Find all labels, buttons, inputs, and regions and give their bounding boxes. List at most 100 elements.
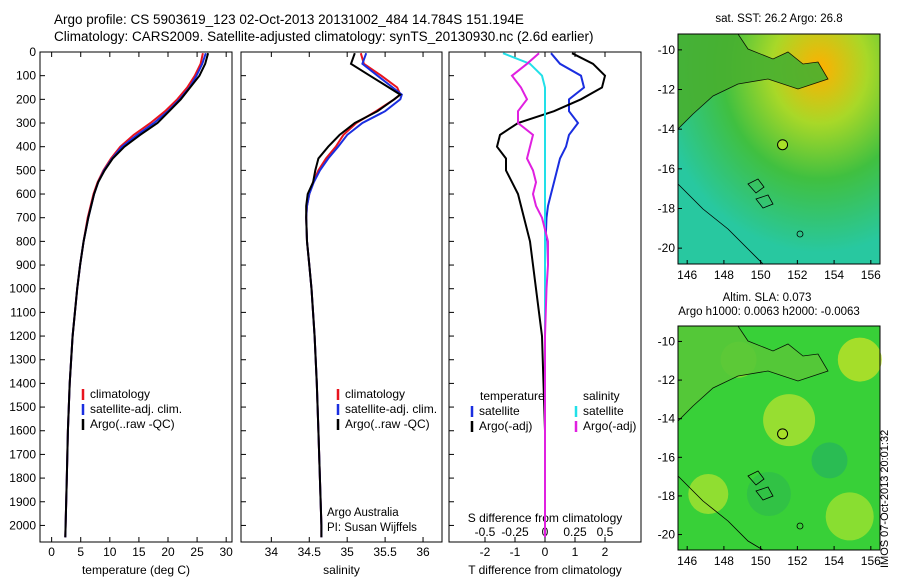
x-tick-label: 1 xyxy=(572,545,579,559)
x-tick-label: 35.5 xyxy=(373,545,397,559)
legend-label: satellite-adj. clim. xyxy=(345,402,437,416)
legend-label: climatology xyxy=(345,387,405,401)
series-line-s-satellite xyxy=(502,52,546,538)
x-tick-label: 5 xyxy=(77,545,84,559)
y-tick-label: 1000 xyxy=(9,282,36,296)
series-line-satellite-adj-clim- xyxy=(64,52,207,538)
y-tick-label: 1400 xyxy=(9,376,36,390)
argo-australia-label: Argo Australia xyxy=(327,507,399,519)
panel-frame-salinity xyxy=(240,51,443,543)
map-x-tick-label: 152 xyxy=(787,268,807,282)
legend-label: Argo(..raw -QC) xyxy=(345,417,430,431)
pi-label: PI: Susan Wijffels xyxy=(327,522,417,534)
reef-contour xyxy=(677,183,764,265)
map-x-tick-label: 146 xyxy=(677,268,697,282)
map-x-tick-label: 152 xyxy=(787,554,807,568)
reef-outline xyxy=(747,178,774,209)
series-line-argo-raw-qc- xyxy=(305,52,403,538)
y-tick-label: 2000 xyxy=(9,518,36,532)
map-x-tick-label: 154 xyxy=(824,268,844,282)
x-tick-label: 35 xyxy=(341,545,355,559)
map-x-tick-label: 154 xyxy=(824,554,844,568)
x-tick-label: 10 xyxy=(103,545,117,559)
map-y-tick-label: -14 xyxy=(658,412,676,426)
series-line-t-satellite xyxy=(544,52,586,538)
s-tick-label: 0.5 xyxy=(597,525,614,539)
x-tick-label: 2 xyxy=(602,545,609,559)
series-line-climatology xyxy=(64,52,204,538)
map-y-tick-label: -10 xyxy=(658,334,676,348)
y-tick-label: 700 xyxy=(16,211,36,225)
s-tick-label: -0.25 xyxy=(501,525,529,539)
panel-frame-temperature xyxy=(39,51,233,543)
x-axis-label-salinity: salinity xyxy=(323,563,360,577)
series-line-t-argo-adj- xyxy=(495,52,607,538)
x-axis-label-difference: T difference from climatology xyxy=(468,563,622,577)
legend-header-salinity: salinity xyxy=(583,389,620,403)
sla-anomaly-blob xyxy=(746,472,791,516)
map-x-tick-label: 148 xyxy=(714,554,734,568)
legend-label: satellite xyxy=(583,404,624,418)
series-line-s-argo-adj- xyxy=(510,52,549,538)
reef-islet xyxy=(796,522,804,530)
reef-outline xyxy=(747,470,774,501)
y-tick-label: 400 xyxy=(16,140,36,154)
map-y-tick-label: -10 xyxy=(658,43,676,57)
x-tick-label: 36 xyxy=(416,545,430,559)
series-line-argo-raw-qc- xyxy=(64,52,210,538)
map-x-tick-label: 156 xyxy=(861,268,881,282)
imos-stamp: IMOS 07-Oct-2013 20:01:32 xyxy=(879,430,891,568)
legend-header-temperature: temperature xyxy=(480,389,545,403)
map-frame-sst_map xyxy=(677,33,881,265)
map-y-tick-label: -20 xyxy=(658,241,676,255)
y-tick-label: 1300 xyxy=(9,353,36,367)
map-subtitle-sla_map: Argo h1000: 0.0063 h2000: -0.0063 xyxy=(678,306,860,318)
map-title-sst_map: sat. SST: 26.2 Argo: 26.8 xyxy=(715,13,842,25)
map-x-tick-label: 150 xyxy=(751,268,771,282)
y-tick-label: 1800 xyxy=(9,471,36,485)
argo-float-marker xyxy=(777,139,789,151)
sla-anomaly-blob xyxy=(825,492,874,541)
sla-anomaly-blob xyxy=(688,474,729,514)
y-tick-label: 1200 xyxy=(9,329,36,343)
sla-anomaly-blob xyxy=(837,337,882,382)
x-axis-label-temperature: temperature (deg C) xyxy=(82,563,190,577)
title-line1: Argo profile: CS 5903619_123 02-Oct-2013… xyxy=(54,12,524,27)
map-y-tick-label: -18 xyxy=(658,201,676,215)
y-tick-label: 1900 xyxy=(9,495,36,509)
legend-label: Argo(..raw -QC) xyxy=(90,417,175,431)
y-tick-label: 1700 xyxy=(9,447,36,461)
y-tick-label: 300 xyxy=(16,116,36,130)
y-tick-label: 600 xyxy=(16,187,36,201)
argo-float-marker xyxy=(777,428,789,440)
map-x-tick-label: 150 xyxy=(751,554,771,568)
y-tick-label: 500 xyxy=(16,163,36,177)
y-tick-label: 800 xyxy=(16,234,36,248)
map-y-tick-label: -12 xyxy=(658,373,676,387)
s-tick-label: -0.5 xyxy=(475,525,496,539)
coastline xyxy=(677,325,829,422)
map-x-tick-label: 148 xyxy=(714,268,734,282)
y-tick-label: 100 xyxy=(16,69,36,83)
x-tick-label: 0 xyxy=(542,545,549,559)
legend-label: climatology xyxy=(90,387,150,401)
x-tick-label: -2 xyxy=(480,545,491,559)
map-y-tick-label: -14 xyxy=(658,122,676,136)
y-tick-label: 200 xyxy=(16,92,36,106)
map-y-tick-label: -18 xyxy=(658,489,676,503)
s-tick-label: 0.25 xyxy=(563,525,587,539)
x-tick-label: 34 xyxy=(265,545,279,559)
legend-label: satellite xyxy=(479,404,520,418)
sla-anomaly-blob xyxy=(763,394,816,447)
map-y-tick-label: -20 xyxy=(658,528,676,542)
y-tick-label: 0 xyxy=(29,45,36,59)
x-tick-label: -1 xyxy=(510,545,521,559)
map-x-tick-label: 146 xyxy=(677,554,697,568)
map-frame-sla_map xyxy=(677,325,881,551)
legend-label: satellite-adj. clim. xyxy=(90,402,182,416)
map-title-sla_map: Altim. SLA: 0.073 xyxy=(723,292,812,304)
map-y-tick-label: -16 xyxy=(658,450,676,464)
y-tick-label: 1500 xyxy=(9,400,36,414)
map-y-tick-label: -12 xyxy=(658,83,676,97)
